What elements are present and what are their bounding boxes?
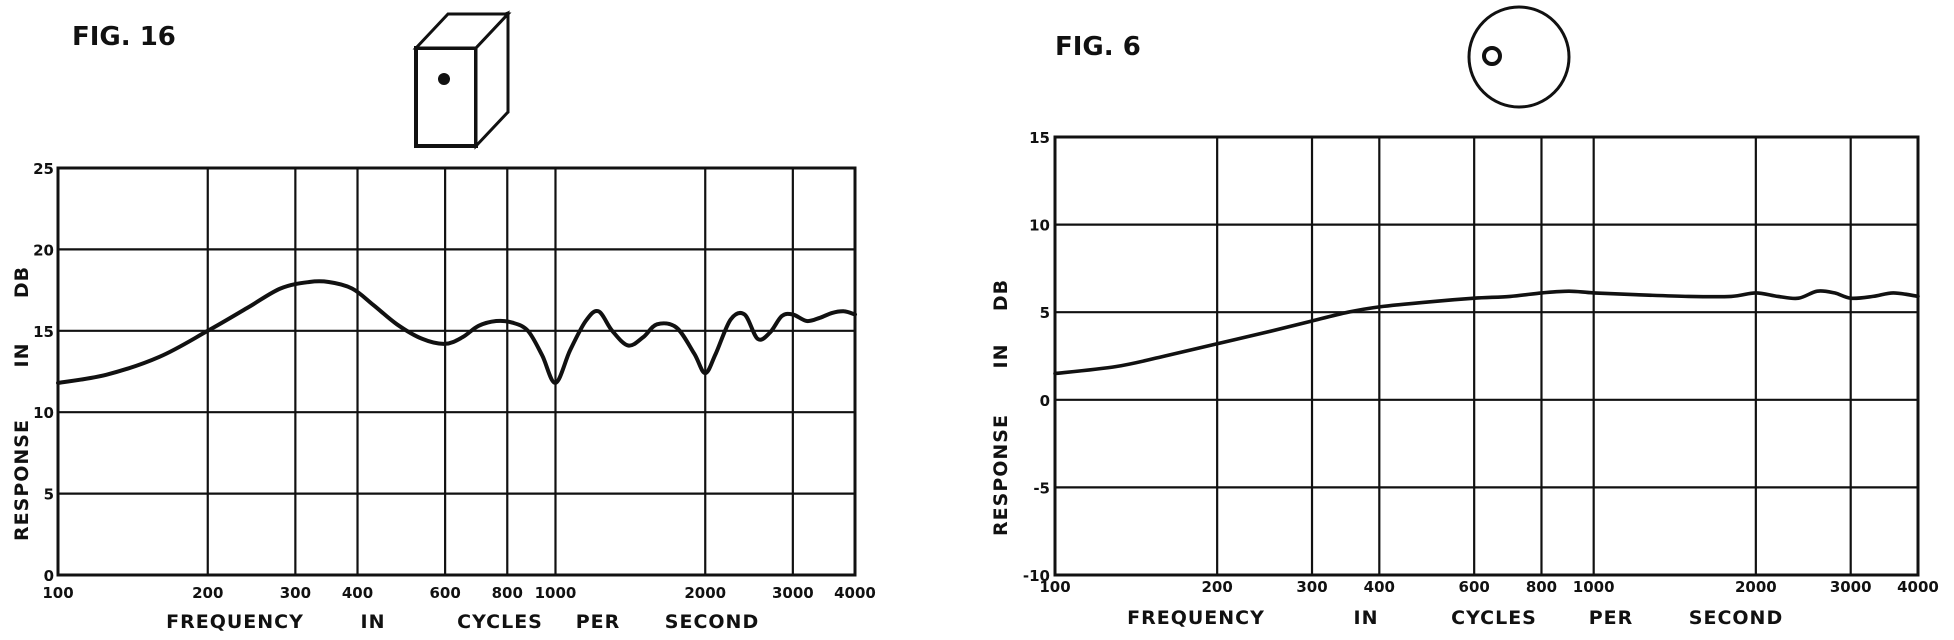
x-axis-title-word: FREQUENCY: [1127, 607, 1265, 629]
sphere-outline: [1467, 5, 1571, 109]
figure-label: FIG. 16: [72, 22, 176, 52]
y-tick-label: 25: [33, 160, 54, 178]
x-axis-title-word: FREQUENCY: [166, 611, 304, 633]
y-axis-title-word: IN: [11, 343, 33, 368]
x-tick-label: 100: [1039, 578, 1070, 596]
x-tick-label: 3000: [1830, 578, 1872, 596]
y-tick-label: 5: [44, 486, 54, 504]
box-speaker-cabinet-icon: [412, 10, 512, 150]
x-tick-label: 2000: [1735, 578, 1777, 596]
y-tick-label: 5: [1040, 304, 1050, 322]
x-tick-label: 200: [192, 584, 223, 602]
x-tick-label: 600: [429, 584, 460, 602]
x-tick-label: 1000: [1573, 578, 1615, 596]
x-tick-label: 4000: [834, 584, 876, 602]
y-axis-title-word: RESPONSE: [11, 419, 33, 541]
response-curve: [1053, 289, 1920, 376]
cabinet-side: [474, 10, 510, 150]
sphere-driver: [1482, 46, 1502, 66]
x-tick-label: 400: [1364, 578, 1395, 596]
figure-label: FIG. 6: [1055, 32, 1141, 62]
x-axis-title-word: SECOND: [665, 611, 759, 633]
x-tick-label: 4000: [1897, 578, 1939, 596]
x-tick-label: 300: [1296, 578, 1327, 596]
plot-frame: [1053, 135, 1920, 577]
chart-1: [56, 166, 857, 577]
cabinet-driver: [438, 73, 450, 85]
y-tick-label: -5: [1033, 479, 1050, 497]
x-tick-label: 300: [280, 584, 311, 602]
x-tick-label: 100: [42, 584, 73, 602]
x-axis-title-word: IN: [1354, 607, 1379, 629]
x-axis-title-word: SECOND: [1689, 607, 1783, 629]
x-axis-title-word: PER: [1589, 607, 1634, 629]
spherical-speaker-icon: [1467, 5, 1571, 109]
x-tick-label: 1000: [535, 584, 577, 602]
y-axis-title-word: DB: [11, 266, 33, 298]
y-tick-label: 15: [33, 323, 54, 341]
plot-frame: [56, 166, 857, 577]
y-tick-label: 0: [1040, 392, 1050, 410]
x-axis-title-word: CYCLES: [1451, 607, 1537, 629]
x-tick-label: 800: [492, 584, 523, 602]
y-tick-label: 10: [33, 404, 54, 422]
y-axis-title-word: DB: [990, 279, 1012, 311]
y-axis-title-word: RESPONSE: [990, 414, 1012, 536]
x-tick-label: 2000: [684, 584, 726, 602]
y-axis-title-word: IN: [990, 344, 1012, 369]
response-curve: [56, 279, 857, 385]
x-axis-title-word: PER: [576, 611, 621, 633]
x-axis-title-word: CYCLES: [457, 611, 543, 633]
x-tick-label: 400: [342, 584, 373, 602]
y-tick-label: 15: [1029, 129, 1050, 147]
y-tick-label: 0: [44, 567, 54, 585]
x-tick-label: 800: [1526, 578, 1557, 596]
x-tick-label: 3000: [772, 584, 814, 602]
x-axis-title-word: IN: [361, 611, 386, 633]
x-tick-label: 200: [1202, 578, 1233, 596]
y-tick-label: -10: [1023, 567, 1050, 585]
y-tick-label: 20: [33, 241, 54, 259]
y-tick-label: 10: [1029, 217, 1050, 235]
cabinet-front: [414, 46, 478, 148]
chart-2: [1053, 135, 1920, 577]
x-tick-label: 600: [1459, 578, 1490, 596]
